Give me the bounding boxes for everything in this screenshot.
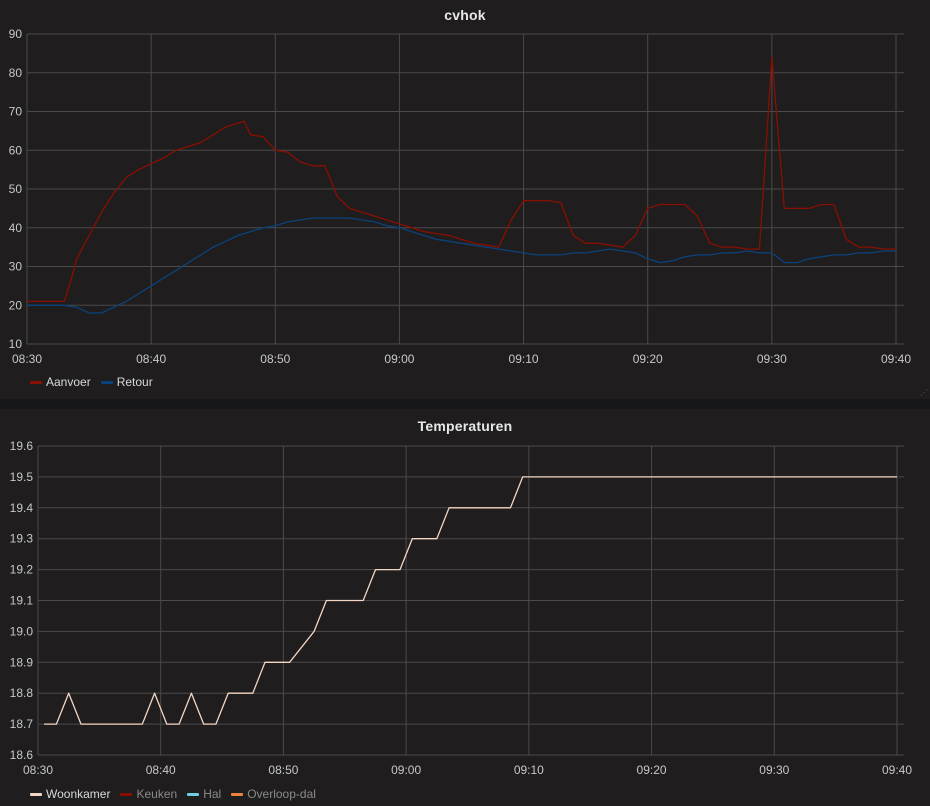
y-tick-label: 40 [9,221,23,235]
x-tick-label: 09:10 [509,352,539,366]
y-tick-label: 18.6 [10,748,34,762]
legend-item-hal[interactable]: Hal [187,787,221,801]
x-tick-label: 09:20 [633,352,663,366]
legend-label: Keuken [136,787,178,801]
x-tick-label: 09:00 [391,763,421,777]
x-tick-label: 09:00 [384,352,414,366]
x-tick-label: 08:30 [12,352,42,366]
x-tick-label: 08:40 [136,352,166,366]
legend-label: Aanvoer [46,375,91,389]
y-tick-label: 19.3 [10,532,34,546]
x-tick-label: 09:40 [881,352,911,366]
legend-item-keuken[interactable]: Keuken [120,787,177,801]
cvhok-panel: cvhok 10 20 30 40 50 60 70 80 90 08:30 08:40 08:50 0… [0,0,930,399]
y-tick-label: 19.2 [10,563,34,577]
y-tick-label: 70 [9,105,23,119]
legend-item-overloop-dal[interactable]: Overloop-dal [231,787,316,801]
y-tick-label: 18.9 [10,655,34,669]
resize-handle-icon[interactable]: ⋰ [920,388,928,397]
y-tick-label: 19.6 [10,439,34,453]
legend-swatch [187,792,200,796]
legend-label: Overloop-dal [247,787,316,801]
x-tick-label: 08:30 [23,763,53,777]
x-tick-label: 09:30 [757,352,787,366]
x-tick-label: 08:50 [260,352,290,366]
cvhok-legend: Aanvoer Retour [30,375,163,389]
panel-title[interactable]: Temperaturen [417,418,513,434]
legend-label: Hal [203,787,222,801]
temperaturen-chart: 18.6 18.7 18.8 18.9 19.0 19.1 19.2 19.3 19.4 19.5… [10,439,913,777]
series-line-retour[interactable] [27,217,896,314]
temperaturen-panel: Temperaturen 18.6 18.7 18.8 18.9 19.0 19.1 19.… [0,409,930,806]
legend-item-aanvoer[interactable]: Aanvoer [30,375,91,389]
y-tick-label: 10 [9,337,23,351]
x-tick-label: 08:40 [146,763,176,777]
legend-item-woonkamer[interactable]: Woonkamer [30,787,110,801]
legend-swatch [30,380,42,384]
series-line-woonkamer[interactable] [44,476,897,725]
y-tick-label: 19.1 [10,594,34,608]
y-tick-label: 60 [9,143,23,157]
panel-title[interactable]: cvhok [444,7,486,23]
legend-item-retour[interactable]: Retour [100,375,153,389]
cvhok-chart: 10 20 30 40 50 60 70 80 90 08:30 08:40 08:50 09:00 09… [9,27,912,366]
legend-label: Retour [116,375,153,389]
y-tick-label: 19.0 [10,624,34,638]
y-tick-label: 18.8 [10,686,34,700]
legend-swatch [30,792,42,796]
y-tick-label: 80 [9,66,23,80]
x-tick-label: 09:20 [637,763,667,777]
y-tick-label: 90 [9,27,23,41]
legend-label: Woonkamer [46,787,111,801]
x-tick-label: 09:30 [759,763,789,777]
y-tick-label: 50 [9,182,23,196]
legend-swatch [120,792,133,796]
legend-swatch [100,380,113,384]
x-tick-label: 09:10 [514,763,544,777]
y-tick-label: 20 [9,298,23,312]
x-tick-label: 08:50 [268,763,298,777]
y-tick-label: 19.5 [10,470,34,484]
series-line-aanvoer[interactable] [27,56,896,303]
legend-swatch [231,792,244,796]
y-tick-label: 19.4 [10,501,34,515]
temperaturen-legend: Woonkamer Keuken Hal Overloop-dal [30,787,326,801]
y-tick-label: 18.7 [10,717,34,731]
y-tick-label: 30 [9,260,23,274]
x-tick-label: 09:40 [882,763,912,777]
